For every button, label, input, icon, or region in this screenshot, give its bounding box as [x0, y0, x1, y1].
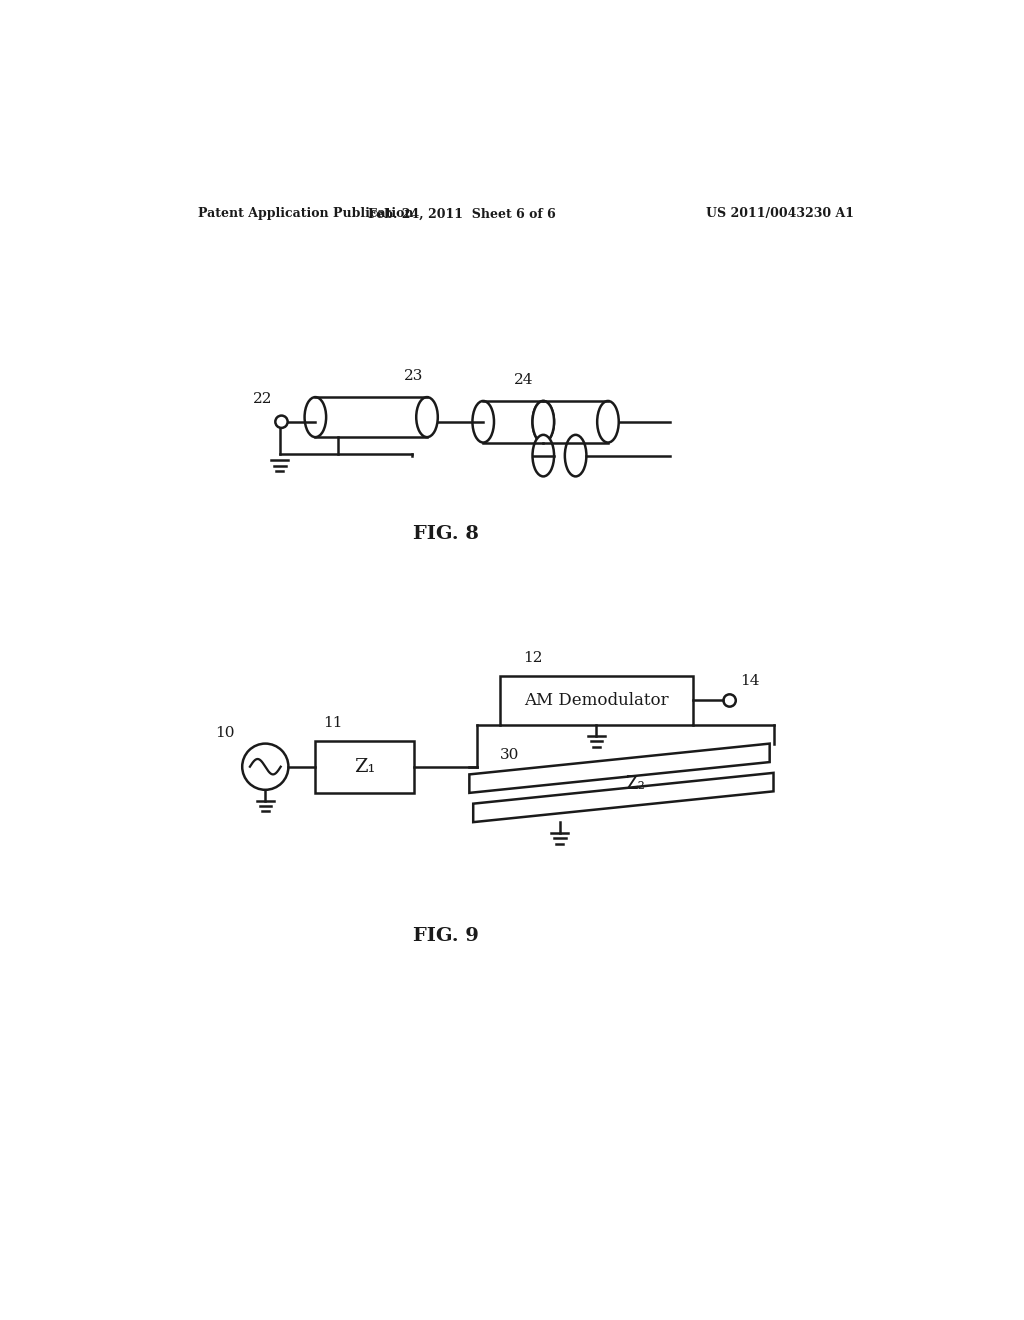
Text: 22: 22: [253, 392, 272, 407]
Text: 24: 24: [514, 374, 534, 387]
Ellipse shape: [532, 401, 554, 442]
Ellipse shape: [597, 401, 618, 442]
Ellipse shape: [565, 434, 587, 477]
Text: FIG. 9: FIG. 9: [414, 927, 479, 945]
Circle shape: [275, 416, 288, 428]
Text: 10: 10: [215, 726, 234, 739]
Text: 23: 23: [403, 370, 423, 383]
Text: 14: 14: [740, 675, 760, 688]
Text: 30: 30: [500, 748, 519, 762]
Ellipse shape: [304, 397, 326, 437]
Polygon shape: [469, 743, 770, 793]
Text: US 2011/0043230 A1: US 2011/0043230 A1: [707, 207, 854, 220]
Text: Feb. 24, 2011  Sheet 6 of 6: Feb. 24, 2011 Sheet 6 of 6: [368, 207, 556, 220]
Text: Z₂: Z₂: [625, 775, 645, 792]
Ellipse shape: [416, 397, 438, 437]
Circle shape: [724, 694, 736, 706]
Text: 12: 12: [523, 651, 543, 665]
Circle shape: [243, 743, 289, 789]
Text: Patent Application Publication: Patent Application Publication: [199, 207, 414, 220]
Text: 11: 11: [323, 715, 343, 730]
Ellipse shape: [532, 434, 554, 477]
Ellipse shape: [472, 401, 494, 442]
FancyBboxPatch shape: [315, 741, 414, 793]
FancyBboxPatch shape: [500, 676, 692, 725]
Polygon shape: [473, 774, 773, 822]
Ellipse shape: [532, 401, 554, 442]
Text: AM Demodulator: AM Demodulator: [524, 692, 669, 709]
Text: FIG. 8: FIG. 8: [414, 525, 479, 543]
Text: Z₁: Z₁: [354, 758, 376, 776]
